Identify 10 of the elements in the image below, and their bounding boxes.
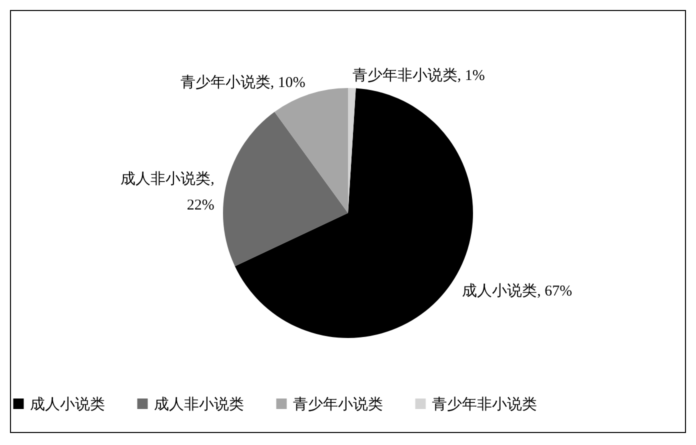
- data-label: 青少年非小说类, 1%: [352, 67, 485, 84]
- data-label: 成人非小说类, 22%: [120, 170, 214, 214]
- pie-slice: [274, 88, 348, 213]
- legend-label: 青少年小说类: [293, 396, 383, 413]
- pie-slice: [223, 112, 348, 266]
- legend-label: 青少年非小说类: [432, 396, 537, 413]
- legend-label: 成人非小说类: [154, 396, 244, 413]
- data-label: 青少年小说类, 10%: [180, 74, 306, 91]
- legend-label: 成人小说类: [30, 396, 105, 413]
- data-label: 成人小说类, 67%: [462, 282, 572, 300]
